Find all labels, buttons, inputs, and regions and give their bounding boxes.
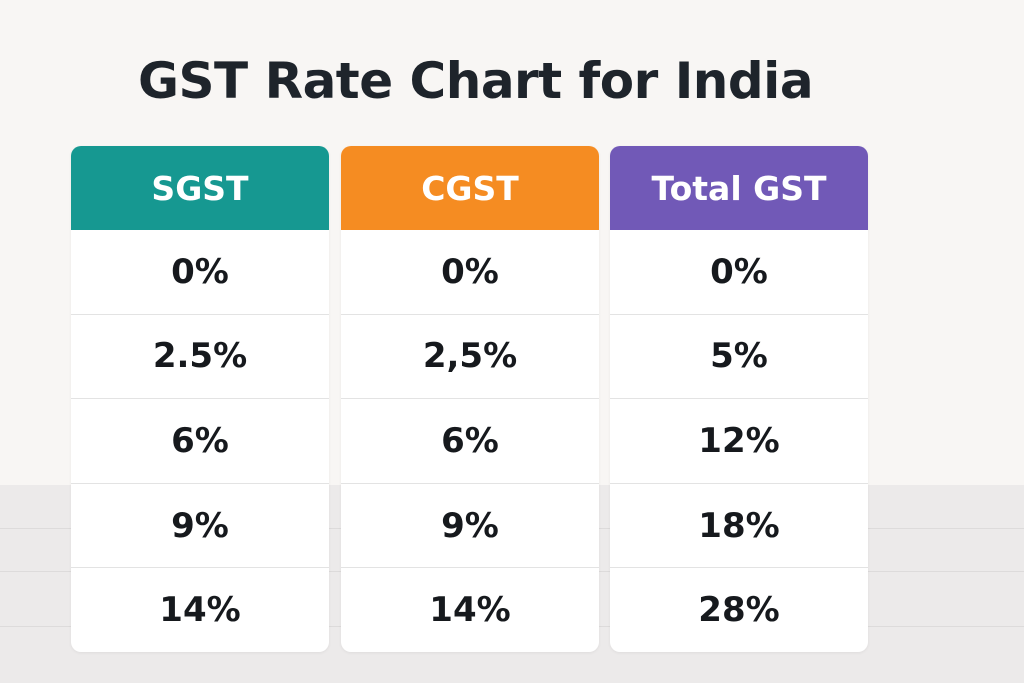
column-header-cgst: CGST	[341, 146, 599, 230]
table-cell-sgst: 2.5%	[71, 315, 329, 400]
table-cell-sgst: 14%	[159, 590, 241, 631]
column-body: 0% 5% 12% 18% 28%	[610, 230, 868, 652]
table-cell-total-gst: 18%	[610, 484, 868, 569]
column-body: 0% 2.5% 6% 9% 14%	[71, 230, 329, 652]
column-sgst: SGST 0% 2.5% 6% 9% 14%	[71, 146, 329, 652]
table-cell-total-gst: 12%	[610, 399, 868, 484]
column-header-total-gst: Total GST	[610, 146, 868, 230]
table-cell-cgst: 6%	[341, 399, 599, 484]
table-cell-total-gst: 5%	[610, 315, 868, 400]
column-header-sgst: SGST	[71, 146, 329, 230]
table-cell-sgst: 6%	[71, 399, 329, 484]
table-cell-total-gst: 28%	[698, 590, 780, 631]
table-cell-sgst: 0%	[71, 230, 329, 315]
table-cell-cgst: 9%	[341, 484, 599, 569]
table-cell-cgst: 0%	[341, 230, 599, 315]
table-cell-total-gst: 0%	[610, 230, 868, 315]
table-cell-cgst: 2,5%	[341, 315, 599, 400]
column-cgst: CGST 0% 2,5% 6% 9% 14%	[341, 146, 599, 652]
column-body: 0% 2,5% 6% 9% 14%	[341, 230, 599, 652]
column-total-gst: Total GST 0% 5% 12% 18% 28%	[610, 146, 868, 652]
table-cell-sgst: 9%	[71, 484, 329, 569]
page-title: GST Rate Chart for India	[138, 52, 814, 110]
table-cell-cgst: 14%	[429, 590, 511, 631]
